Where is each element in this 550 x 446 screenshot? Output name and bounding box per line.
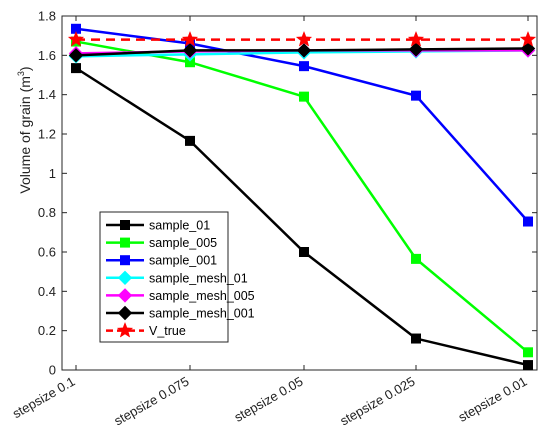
legend-label: sample_mesh_01 bbox=[149, 271, 248, 285]
y-axis-label: Volume of grain (m3) bbox=[16, 66, 33, 193]
x-axis: stepsize 0.1 stepsize 0.075 stepsize 0.05 s… bbox=[10, 16, 530, 429]
legend-label: sample_01 bbox=[149, 219, 210, 233]
data-point bbox=[295, 30, 313, 47]
data-point bbox=[299, 247, 309, 257]
data-point bbox=[185, 135, 195, 146]
data-point bbox=[407, 30, 425, 47]
data-point bbox=[519, 30, 537, 47]
data-point bbox=[523, 360, 533, 371]
legend-marker bbox=[120, 237, 130, 248]
legend-label: sample_001 bbox=[149, 254, 217, 268]
data-point bbox=[299, 91, 309, 102]
y-axis: 0 0.2 0.4 0.6 0.8 1 1.2 1.4 1.6 1.8 bbox=[38, 9, 537, 378]
legend-label: sample_mesh_001 bbox=[149, 307, 255, 321]
data-point bbox=[411, 90, 421, 101]
legend-label: sample_mesh_005 bbox=[149, 289, 255, 303]
y-tick-label: 1.6 bbox=[38, 48, 56, 63]
y-tick-label: 0.8 bbox=[38, 205, 56, 220]
y-tick-label: 1.2 bbox=[38, 127, 56, 142]
data-point bbox=[68, 48, 84, 63]
data-point bbox=[299, 61, 309, 72]
legend-marker bbox=[117, 305, 133, 321]
legend: sample_01 sample_005 sample_001 sample_mesh… bbox=[99, 211, 255, 343]
x-tick-label: stepsize 0.1 bbox=[10, 374, 78, 422]
y-tick-label: 0.6 bbox=[38, 245, 56, 260]
series-sample-mesh-001 bbox=[68, 41, 536, 63]
x-tick-label: stepsize 0.05 bbox=[232, 374, 306, 425]
data-point bbox=[182, 43, 198, 58]
legend-label: sample_005 bbox=[149, 236, 217, 250]
y-tick-label: 1.4 bbox=[38, 87, 56, 102]
data-point bbox=[411, 333, 421, 344]
legend-marker bbox=[117, 270, 133, 286]
series-sample-01 bbox=[71, 63, 533, 371]
legend-marker bbox=[117, 288, 133, 303]
data-point bbox=[71, 63, 81, 74]
data-point bbox=[523, 347, 533, 358]
data-point bbox=[296, 43, 312, 58]
legend-marker bbox=[116, 321, 134, 338]
data-point bbox=[408, 42, 424, 57]
x-tick-label: stepsize 0.01 bbox=[456, 374, 530, 425]
data-point bbox=[523, 216, 533, 227]
legend-label: V_true bbox=[149, 324, 186, 338]
y-tick-label: 1.8 bbox=[38, 9, 56, 24]
data-point bbox=[181, 30, 199, 47]
series-line bbox=[75, 27, 529, 223]
y-tick-label: 0 bbox=[49, 363, 56, 378]
y-tick-label: 0.4 bbox=[38, 284, 56, 299]
y-tick-label: 1 bbox=[49, 166, 56, 181]
legend-marker bbox=[120, 220, 130, 230]
y-tick-label: 0.2 bbox=[38, 323, 56, 338]
data-point bbox=[411, 253, 421, 264]
data-point bbox=[67, 30, 85, 47]
series-V-true bbox=[67, 30, 537, 47]
legend-marker bbox=[120, 255, 130, 266]
plot-frame bbox=[61, 15, 538, 371]
x-tick-label: stepsize 0.075 bbox=[111, 374, 191, 429]
x-tick-label: stepsize 0.025 bbox=[337, 374, 417, 429]
